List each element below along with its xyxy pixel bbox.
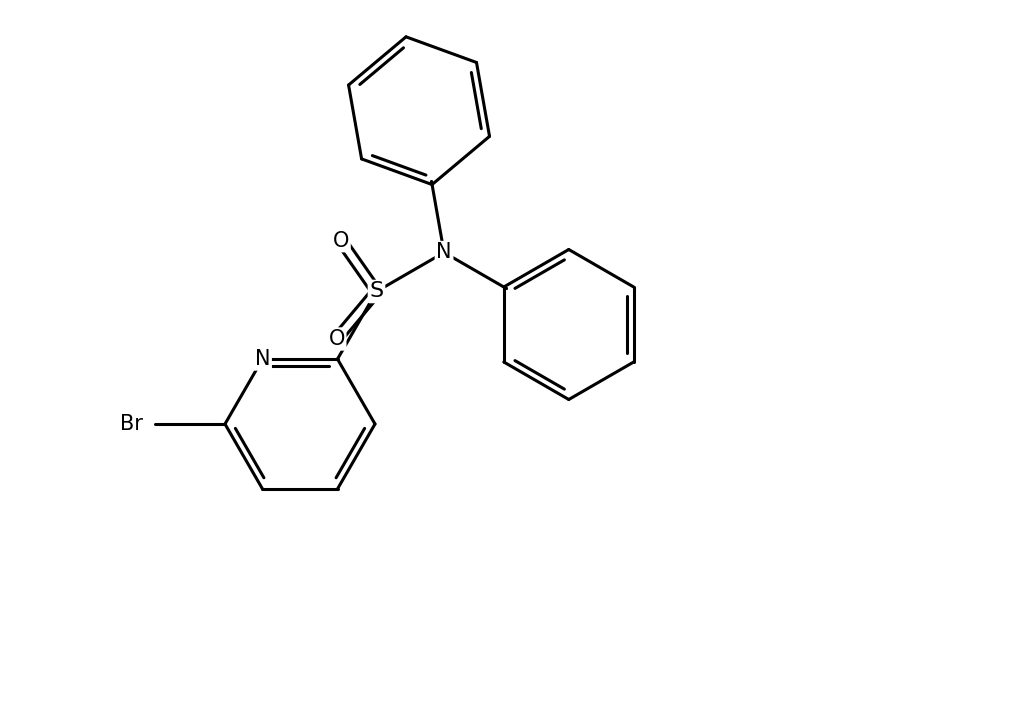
Text: S: S — [369, 281, 383, 301]
Text: N: N — [255, 349, 270, 369]
Text: O: O — [333, 230, 350, 251]
Text: Br: Br — [120, 414, 143, 434]
Text: N: N — [436, 242, 451, 262]
Text: O: O — [329, 329, 344, 349]
